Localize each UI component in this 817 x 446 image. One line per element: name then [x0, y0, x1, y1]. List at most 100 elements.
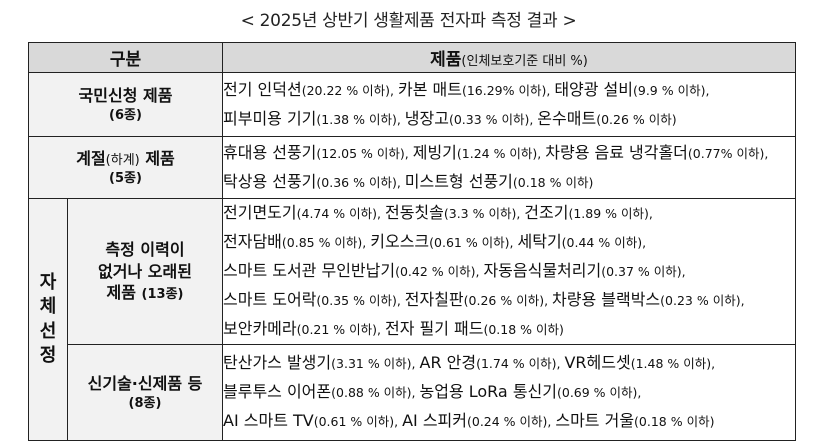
product-percent: (1.74 % 이하), — [476, 356, 565, 371]
product-name: 스마트 도어락 — [223, 290, 317, 309]
product-name: 전동칫솔 — [384, 203, 444, 222]
product-name: 전자칠판 — [404, 290, 464, 309]
header-row: 구분 제품(인체보호기준 대비 %) — [28, 42, 796, 73]
product-name: 스마트 도서관 무인반납기 — [223, 261, 396, 280]
product-list: 전기면도기(4.74 % 이하), 전동칫솔(3.3 % 이하), 건조기(1.… — [222, 198, 796, 345]
subcategory-name-line: 측정 이력이 — [105, 240, 185, 260]
product-item: 전자담배(0.85 % 이하), — [223, 232, 370, 251]
vertical-label-char: 자 — [39, 271, 57, 293]
product-item: 냉장고(0.33 % 이하), — [405, 109, 538, 128]
category-name-tail: 제품 — [139, 148, 175, 168]
table-row-public-request: 국민신청 제품 (6종) 전기 인덕션(20.22 % 이하), 카본 매트(1… — [28, 72, 796, 137]
product-item: 농업용 LoRa 통신기(0.69 % 이하), — [420, 382, 642, 401]
product-name: 제빙기 — [412, 142, 457, 162]
product-name: 자동음식물처리기 — [483, 261, 602, 280]
results-table: 구분 제품(인체보호기준 대비 %) 국민신청 제품 (6종) 전기 인덕션(2… — [28, 42, 796, 441]
product-item: 차량용 음료 냉각홀더(0.77% 이하), — [545, 143, 768, 162]
product-name: 차량용 음료 냉각홀더 — [545, 142, 688, 162]
product-line: 스마트 도어락(0.35 % 이하), 전자칠판(0.26 % 이하), 차량용… — [223, 286, 795, 315]
product-name: 보안카메라 — [223, 319, 297, 338]
product-percent: (0.88 % 이하), — [331, 385, 420, 400]
product-name: AR 안경 — [419, 353, 477, 372]
subcategory-no-history: 측정 이력이 없거나 오래된 제품 (13종) — [67, 198, 223, 345]
product-item: 세탁기(0.44 % 이하), — [518, 232, 647, 251]
product-percent: (20.22 % 이하), — [301, 82, 398, 98]
product-name: 온수매트 — [537, 108, 597, 128]
product-percent: (16.29% 이하), — [461, 82, 555, 98]
product-item: 스마트 도서관 무인반납기(0.42 % 이하), — [223, 261, 483, 280]
header-product: 제품(인체보호기준 대비 %) — [222, 42, 796, 73]
product-percent: (0.61 % 이하), — [313, 414, 403, 429]
product-name: 전기면도기 — [223, 203, 297, 222]
page-title: < 2025년 상반기 생활제품 전자파 측정 결과 > — [240, 11, 577, 31]
product-item: 전기면도기(4.74 % 이하), — [223, 203, 385, 222]
product-name: 세탁기 — [517, 232, 562, 251]
product-percent: (0.18 % 이하) — [483, 322, 564, 337]
product-name: 미스트형 선풍기 — [404, 171, 513, 191]
product-percent: (4.74 % 이하), — [296, 206, 385, 221]
product-name: 전기 인덕션 — [223, 79, 302, 99]
product-line: 피부미용 기기(1.38 % 이하), 냉장고(0.33 % 이하), 온수매트… — [223, 105, 795, 134]
product-percent: (12.05 % 이하), — [316, 145, 413, 161]
product-line: 전자담배(0.85 % 이하), 키오스크(0.61 % 이하), 세탁기(0.… — [223, 228, 795, 257]
product-item: 스마트 도어락(0.35 % 이하), — [223, 290, 405, 309]
product-item: 전동칫솔(3.3 % 이하), — [385, 203, 524, 222]
product-percent: (0.23 % 이하), — [660, 293, 745, 308]
category-name: 국민신청 제품 — [78, 85, 173, 105]
product-list: 탄산가스 발생기(3.31 % 이하), AR 안경(1.74 % 이하), V… — [222, 344, 796, 441]
product-name: 건조기 — [524, 203, 569, 222]
product-line: 탁상용 선풍기(0.36 % 이하), 미스트형 선풍기(0.18 % 이하) — [223, 168, 795, 197]
product-name: VR헤드셋 — [564, 353, 631, 372]
subcategory-name-line: 신기술·신제품 등 — [87, 373, 203, 393]
product-line: 전기 인덕션(20.22 % 이하), 카본 매트(16.29% 이하), 태양… — [223, 76, 795, 105]
product-item: 제빙기(1.24 % 이하), — [413, 143, 546, 162]
product-name: 차량용 블랙박스 — [552, 290, 661, 309]
product-percent: (1.89 % 이하), — [568, 206, 653, 221]
product-item: 피부미용 기기(1.38 % 이하), — [223, 109, 405, 128]
table-row-no-history: 자 체 선 정 측정 이력이 없거나 오래된 제품 (13종) 전기면도기(4.… — [28, 198, 796, 441]
product-percent: (3.3 % 이하), — [443, 206, 525, 221]
header-category-label: 구분 — [109, 50, 142, 70]
product-item: 휴대용 선풍기(12.05 % 이하), — [223, 143, 413, 162]
header-category: 구분 — [28, 42, 223, 73]
product-percent: (0.42 % 이하), — [395, 264, 484, 279]
product-name: 농업용 LoRa 통신기 — [419, 382, 557, 401]
product-item: 미스트형 선풍기(0.18 % 이하) — [405, 172, 594, 191]
product-line: 휴대용 선풍기(12.05 % 이하), 제빙기(1.24 % 이하), 차량용… — [223, 139, 795, 168]
product-item: 탄산가스 발생기(3.31 % 이하), — [223, 353, 420, 372]
table-row-seasonal: 계절(하계) 제품 (5종) 휴대용 선풍기(12.05 % 이하), 제빙기(… — [28, 136, 796, 199]
subcategory-name-line: 없거나 오래된 — [98, 261, 192, 281]
product-item: 전기 인덕션(20.22 % 이하), — [223, 80, 398, 99]
vertical-label-char: 선 — [39, 320, 57, 342]
product-name: AI 스마트 TV — [223, 411, 314, 430]
product-item: 차량용 블랙박스(0.23 % 이하), — [552, 290, 745, 309]
product-item: 온수매트(0.26 % 이하) — [537, 109, 676, 128]
table-row-new-tech: 신기술·신제품 등 (8종) 탄산가스 발생기(3.31 % 이하), AR 안… — [29, 344, 796, 441]
product-name: 태양광 설비 — [554, 79, 633, 99]
product-percent: (0.37 % 이하), — [601, 264, 686, 279]
product-percent: (9.9 % 이하), — [633, 82, 710, 98]
product-name: 탁상용 선풍기 — [223, 171, 317, 191]
product-item: 스마트 거울(0.18 % 이하) — [555, 411, 714, 430]
category-count: (6종) — [109, 107, 142, 123]
product-line: AI 스마트 TV(0.61 % 이하), AI 스피커(0.24 % 이하),… — [223, 407, 795, 436]
product-line: 블루투스 이어폰(0.88 % 이하), 농업용 LoRa 통신기(0.69 %… — [223, 378, 795, 407]
product-item: 카본 매트(16.29% 이하), — [398, 80, 554, 99]
product-name: 전자담배 — [223, 232, 282, 251]
product-name: 전자 필기 패드 — [384, 319, 484, 338]
product-line: 전기면도기(4.74 % 이하), 전동칫솔(3.3 % 이하), 건조기(1.… — [223, 199, 795, 228]
product-line: 탄산가스 발생기(3.31 % 이하), AR 안경(1.74 % 이하), V… — [223, 349, 795, 378]
header-product-label: 제품 — [430, 50, 462, 70]
product-item: AI 스피커(0.24 % 이하), — [402, 411, 555, 430]
product-percent: (0.18 % 이하) — [512, 174, 594, 190]
product-percent: (1.48 % 이하), — [630, 356, 716, 371]
product-percent: (0.85 % 이하), — [281, 235, 371, 250]
product-percent: (0.26 % 이하), — [463, 293, 553, 308]
product-name: 스마트 거울 — [555, 411, 635, 430]
product-percent: (0.26 % 이하) — [596, 111, 677, 127]
header-product-sublabel: (인체보호기준 대비 %) — [461, 54, 588, 69]
product-percent: (1.24 % 이하), — [456, 145, 546, 161]
product-name: 탄산가스 발생기 — [223, 353, 332, 372]
subcategory-count: (8종) — [128, 395, 162, 411]
subcategory-name-line: 제품 — [106, 283, 136, 303]
